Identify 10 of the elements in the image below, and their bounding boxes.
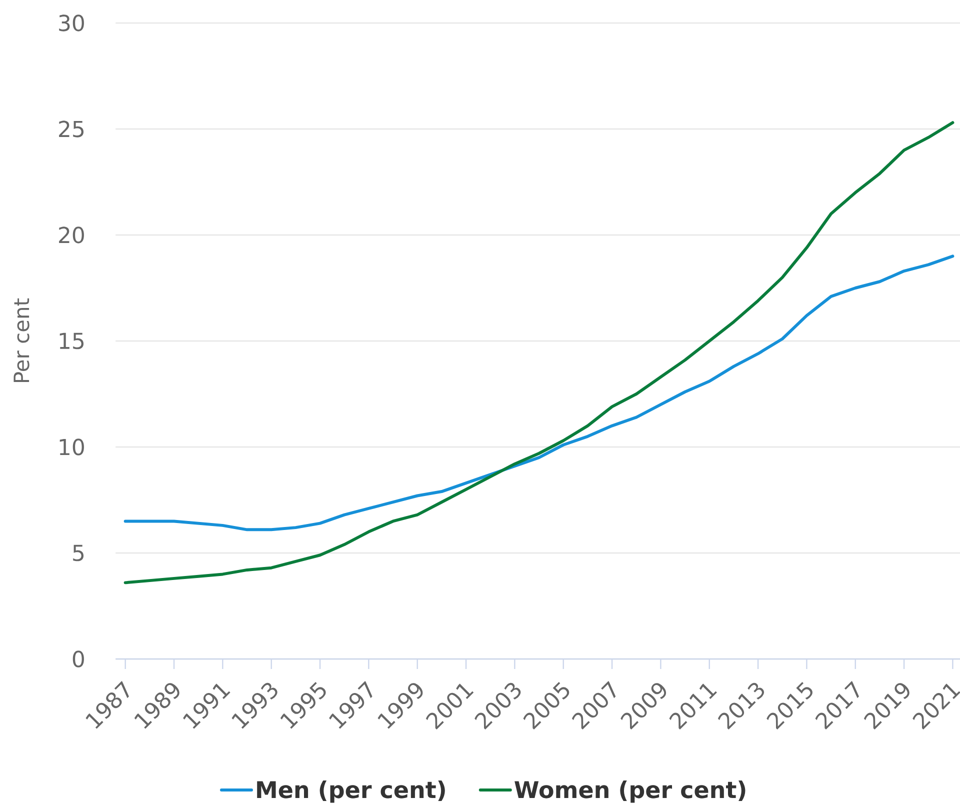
legend-label: Women (per cent): [514, 780, 746, 803]
y-tick-label: 5: [73, 544, 84, 562]
y-tick-label: 0: [72, 650, 84, 668]
y-tick-label: 30: [59, 14, 84, 32]
y-tick-label: 25: [59, 120, 84, 138]
y-tick-label: 10: [60, 438, 84, 456]
y-axis-title: Per cent: [14, 298, 30, 382]
y-tick-label: 15: [60, 332, 84, 350]
legend-label: Men (per cent): [257, 780, 445, 803]
y-tick-label: 20: [59, 226, 84, 244]
